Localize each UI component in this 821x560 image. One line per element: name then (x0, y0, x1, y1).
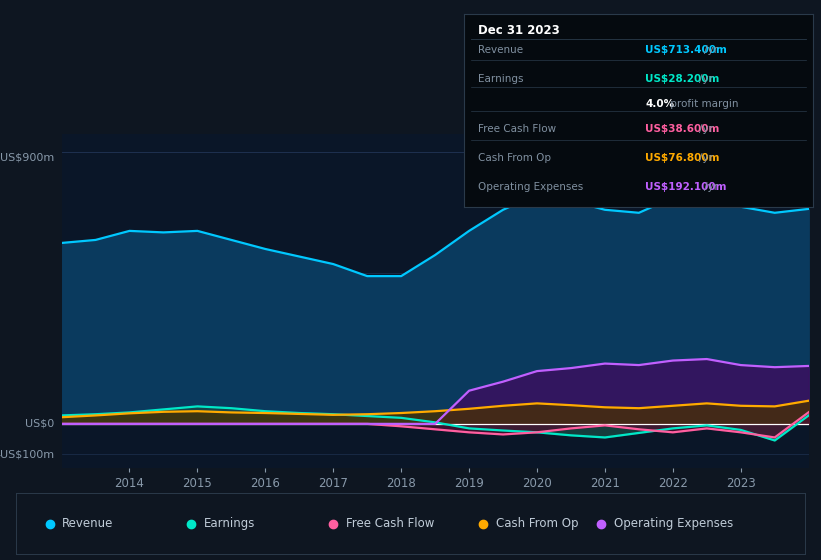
Text: Revenue: Revenue (62, 517, 113, 530)
Text: US$28.200m: US$28.200m (645, 74, 720, 84)
Text: /yr: /yr (704, 45, 718, 55)
Text: -US$100m: -US$100m (0, 449, 54, 459)
Text: US$76.800m: US$76.800m (645, 153, 720, 163)
Text: Revenue: Revenue (478, 45, 523, 55)
Text: profit margin: profit margin (667, 99, 738, 109)
Text: US$900m: US$900m (0, 152, 54, 162)
Text: /yr: /yr (704, 182, 718, 192)
Text: US$0: US$0 (25, 419, 54, 429)
Text: Cash From Op: Cash From Op (478, 153, 551, 163)
Text: Earnings: Earnings (204, 517, 255, 530)
Text: /yr: /yr (699, 124, 713, 134)
Text: US$192.100m: US$192.100m (645, 182, 727, 192)
Text: Dec 31 2023: Dec 31 2023 (478, 24, 560, 36)
Text: Free Cash Flow: Free Cash Flow (346, 517, 434, 530)
Text: Operating Expenses: Operating Expenses (614, 517, 733, 530)
Text: /yr: /yr (699, 74, 713, 84)
Text: US$38.600m: US$38.600m (645, 124, 720, 134)
Text: Earnings: Earnings (478, 74, 523, 84)
Text: /yr: /yr (699, 153, 713, 163)
Text: Operating Expenses: Operating Expenses (478, 182, 583, 192)
Text: US$713.400m: US$713.400m (645, 45, 727, 55)
Text: Cash From Op: Cash From Op (496, 517, 578, 530)
Text: Free Cash Flow: Free Cash Flow (478, 124, 556, 134)
Text: 4.0%: 4.0% (645, 99, 674, 109)
